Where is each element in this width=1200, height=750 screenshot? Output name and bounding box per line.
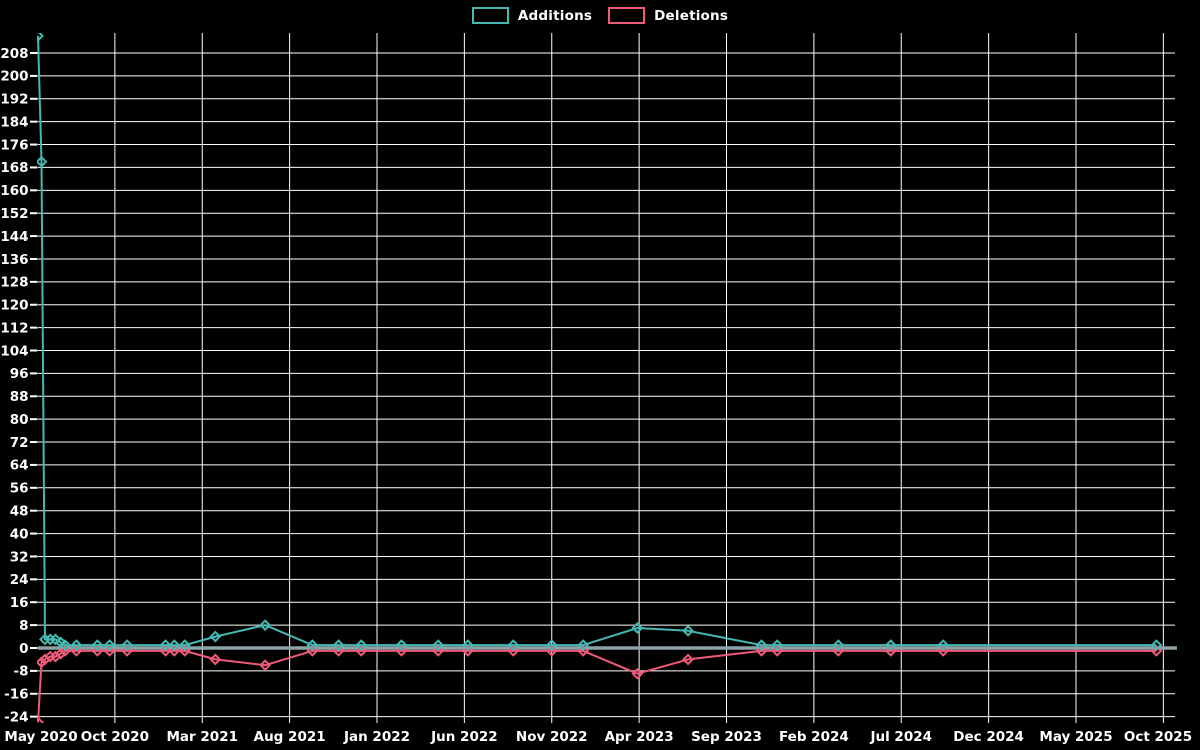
svg-text:112: 112	[0, 320, 28, 336]
svg-text:144: 144	[0, 229, 28, 245]
legend-item-additions[interactable]: Additions	[471, 7, 593, 24]
legend-label-deletions: Deletions	[654, 7, 729, 24]
svg-text:176: 176	[0, 137, 28, 153]
svg-text:184: 184	[0, 114, 28, 130]
svg-text:104: 104	[0, 343, 28, 359]
svg-text:80: 80	[10, 412, 29, 428]
svg-text:64: 64	[10, 458, 29, 474]
svg-text:-24: -24	[4, 709, 28, 725]
svg-text:Nov 2022: Nov 2022	[516, 729, 588, 745]
svg-text:56: 56	[10, 481, 29, 497]
svg-text:-8: -8	[14, 664, 29, 680]
legend-item-deletions[interactable]: Deletions	[608, 7, 728, 24]
svg-text:Jun 2022: Jun 2022	[430, 729, 498, 745]
svg-text:8: 8	[19, 618, 28, 634]
svg-text:Jan 2022: Jan 2022	[343, 729, 410, 745]
svg-text:72: 72	[10, 435, 29, 451]
svg-text:120: 120	[0, 298, 28, 314]
legend-label-additions: Additions	[517, 7, 593, 24]
svg-text:48: 48	[10, 503, 29, 519]
svg-text:Apr 2023: Apr 2023	[605, 729, 674, 745]
svg-text:136: 136	[0, 252, 28, 268]
svg-text:Oct 2020: Oct 2020	[81, 729, 149, 745]
chart-legend: Additions Deletions	[0, 7, 1200, 24]
svg-text:40: 40	[10, 526, 29, 542]
svg-text:88: 88	[10, 389, 29, 405]
svg-text:Dec 2024: Dec 2024	[953, 729, 1024, 745]
svg-text:Oct 2025: Oct 2025	[1124, 729, 1192, 745]
svg-text:168: 168	[0, 160, 28, 176]
svg-text:160: 160	[0, 183, 28, 199]
svg-text:208: 208	[0, 46, 28, 62]
svg-text:-16: -16	[4, 687, 28, 703]
svg-text:0: 0	[19, 641, 28, 657]
svg-text:200: 200	[0, 69, 28, 85]
svg-text:32: 32	[10, 549, 29, 565]
svg-text:128: 128	[0, 275, 28, 291]
svg-text:Mar 2021: Mar 2021	[167, 729, 238, 745]
svg-text:152: 152	[0, 206, 28, 222]
svg-text:Sep 2023: Sep 2023	[691, 729, 762, 745]
svg-text:16: 16	[10, 595, 29, 611]
deletions-swatch-icon	[608, 7, 646, 24]
svg-text:May 2025: May 2025	[1039, 729, 1112, 745]
svg-text:Jul 2024: Jul 2024	[869, 729, 932, 745]
svg-text:192: 192	[0, 92, 28, 108]
svg-text:96: 96	[10, 366, 29, 382]
svg-text:24: 24	[10, 572, 29, 588]
svg-text:Aug 2021: Aug 2021	[254, 729, 326, 745]
svg-text:May 2020: May 2020	[4, 729, 77, 745]
additions-swatch-icon	[471, 7, 509, 24]
svg-text:Feb 2024: Feb 2024	[779, 729, 849, 745]
